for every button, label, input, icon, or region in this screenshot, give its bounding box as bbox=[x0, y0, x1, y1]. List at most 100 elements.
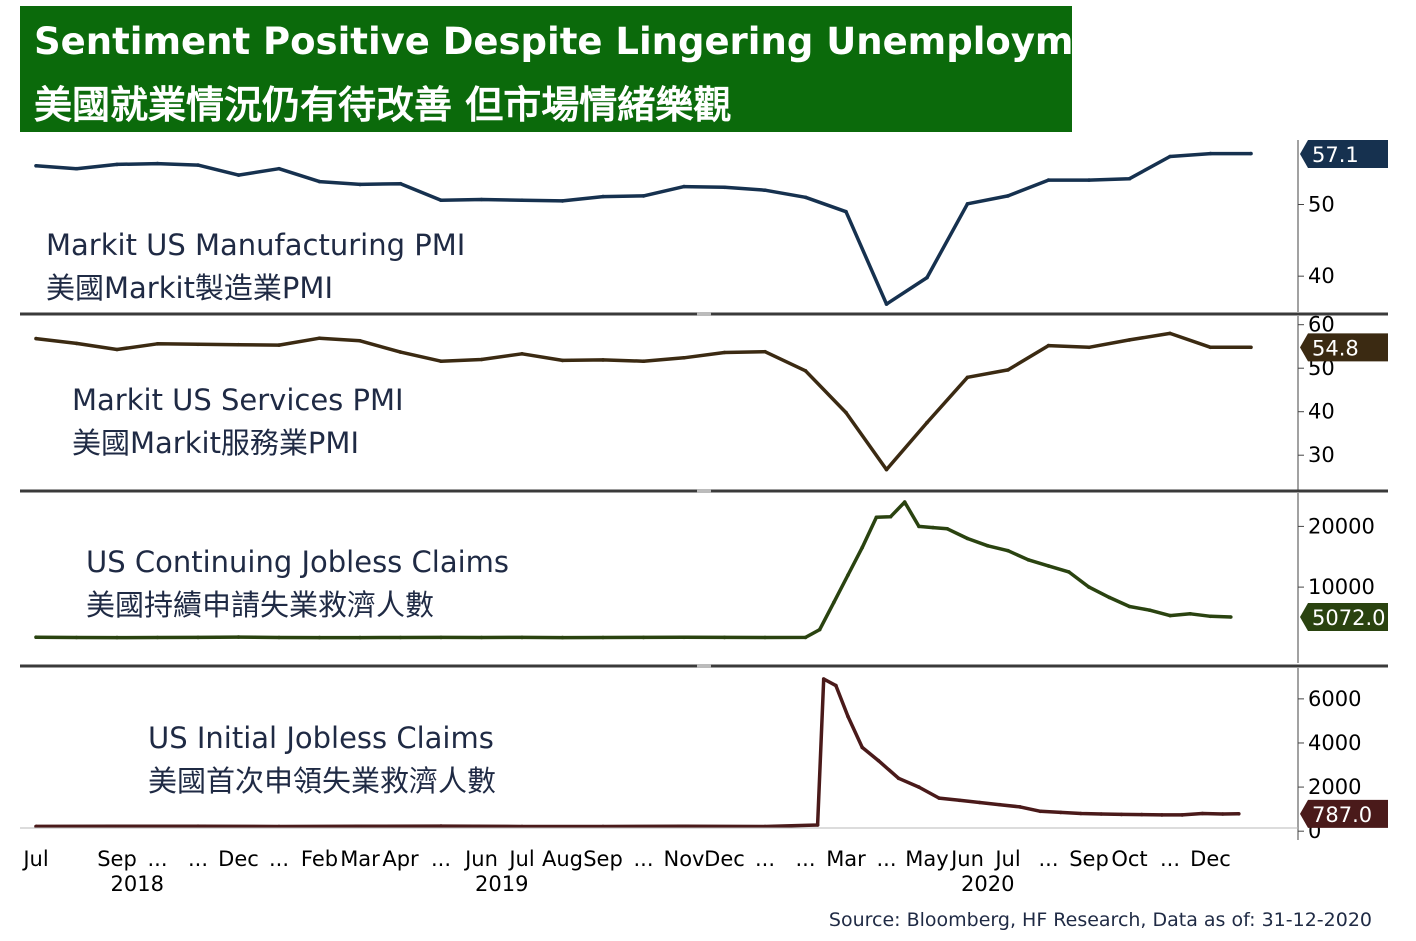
data-point bbox=[317, 635, 322, 640]
data-point bbox=[1119, 812, 1124, 817]
data-point bbox=[884, 467, 889, 472]
data-point bbox=[236, 342, 241, 347]
x-tick-label: Jul bbox=[507, 847, 534, 871]
x-tick-label: Feb bbox=[301, 847, 338, 871]
data-point bbox=[560, 635, 565, 640]
series-label-english: US Initial Jobless Claims bbox=[148, 721, 494, 755]
data-point bbox=[763, 635, 767, 640]
data-point bbox=[1006, 194, 1010, 198]
data-point bbox=[1087, 178, 1091, 182]
panel-3: 20000 10000 5072.0 US Continuing Jobless Cl… bbox=[20, 489, 1388, 663]
data-point bbox=[884, 302, 889, 306]
x-tick-label: ... bbox=[876, 847, 896, 871]
data-point bbox=[722, 350, 727, 355]
data-point bbox=[846, 714, 850, 719]
data-point bbox=[155, 342, 160, 346]
data-point bbox=[998, 802, 1002, 807]
x-tick-label: Mar bbox=[340, 847, 380, 871]
data-point bbox=[1208, 151, 1213, 156]
x-tick-label: ... bbox=[1160, 847, 1180, 871]
data-point bbox=[925, 275, 929, 280]
last-value-label: 54.8 bbox=[1312, 336, 1359, 360]
x-tick-label: Apr bbox=[382, 847, 419, 871]
x-tick-label: ... bbox=[795, 847, 815, 871]
data-point bbox=[860, 545, 864, 550]
data-point bbox=[722, 635, 727, 640]
data-point bbox=[520, 635, 524, 640]
last-value-label: 57.1 bbox=[1312, 143, 1359, 167]
data-point bbox=[196, 635, 200, 640]
series-label-chinese: 美國持續申請失業救濟人數 bbox=[86, 588, 434, 622]
data-point bbox=[1046, 343, 1051, 348]
data-point bbox=[115, 347, 119, 352]
data-point bbox=[601, 635, 605, 640]
data-point bbox=[317, 336, 322, 341]
data-point bbox=[846, 573, 850, 577]
data-point bbox=[682, 824, 686, 829]
data-point bbox=[1249, 151, 1253, 156]
data-point bbox=[821, 677, 826, 681]
data-point bbox=[520, 352, 524, 356]
data-point bbox=[937, 796, 941, 800]
data-point bbox=[1168, 331, 1172, 336]
title-chinese: 美國就業情況仍有待改善 但市場情緒樂觀 bbox=[34, 83, 732, 127]
x-tick-label: Dec bbox=[1190, 847, 1231, 871]
data-point bbox=[34, 824, 38, 829]
y-tick-label: 30 bbox=[1308, 443, 1335, 467]
y-tick-label: 10000 bbox=[1308, 575, 1375, 599]
data-point bbox=[1160, 813, 1164, 817]
data-point bbox=[115, 824, 119, 829]
last-value-badge bbox=[1300, 333, 1388, 362]
data-point bbox=[1168, 613, 1172, 618]
data-point bbox=[520, 198, 524, 202]
data-point bbox=[74, 635, 79, 640]
data-point bbox=[817, 627, 822, 632]
data-point bbox=[1229, 615, 1233, 619]
panel-1: 50 40 57.1 Markit US Manufacturing PMI 美國Mar… bbox=[34, 140, 1388, 312]
data-point bbox=[439, 359, 443, 364]
data-point bbox=[1237, 812, 1241, 816]
series-label-chinese: 美國Markit製造業PMI bbox=[46, 271, 333, 305]
data-point bbox=[439, 198, 443, 202]
data-point bbox=[115, 162, 119, 167]
data-point bbox=[317, 179, 322, 184]
y-tick-label: 40 bbox=[1308, 264, 1335, 288]
data-point bbox=[888, 514, 893, 519]
data-point bbox=[196, 342, 200, 347]
y-tick-label: 4000 bbox=[1308, 731, 1361, 755]
x-tick-label: ... bbox=[188, 847, 208, 871]
data-point bbox=[965, 375, 970, 380]
x-tick-label: Sep bbox=[583, 847, 623, 871]
data-point bbox=[965, 536, 970, 541]
data-point bbox=[965, 202, 970, 206]
data-point bbox=[896, 776, 901, 781]
chart-panels: 50 40 57.1 Markit US Manufacturing PMI 美國Mar… bbox=[20, 140, 1388, 843]
data-point bbox=[763, 824, 767, 829]
data-point bbox=[844, 410, 848, 415]
data-point bbox=[682, 184, 686, 189]
x-year-label: 2020 bbox=[961, 872, 1014, 896]
data-point bbox=[439, 635, 443, 640]
data-point bbox=[834, 683, 838, 688]
data-point bbox=[1006, 548, 1010, 553]
data-point bbox=[358, 182, 362, 187]
data-point bbox=[74, 166, 79, 171]
series-label-english: Markit US Manufacturing PMI bbox=[46, 228, 465, 262]
y-tick-label: 6000 bbox=[1308, 687, 1361, 711]
data-point bbox=[1148, 608, 1152, 612]
data-point bbox=[1180, 813, 1184, 817]
last-value-badge bbox=[1300, 140, 1388, 168]
data-point bbox=[815, 823, 820, 827]
data-point bbox=[1087, 585, 1091, 589]
separator-handle bbox=[697, 489, 711, 493]
data-point bbox=[358, 824, 362, 829]
data-point bbox=[560, 199, 565, 203]
data-point bbox=[479, 635, 484, 640]
data-point bbox=[115, 635, 119, 640]
title-english: Sentiment Positive Despite Lingering Une… bbox=[34, 20, 1143, 63]
series-label-chinese: 美國首次申領失業救濟人數 bbox=[148, 764, 496, 798]
x-tick-label: May bbox=[905, 847, 948, 871]
data-point bbox=[1026, 558, 1031, 562]
data-point bbox=[803, 369, 808, 373]
